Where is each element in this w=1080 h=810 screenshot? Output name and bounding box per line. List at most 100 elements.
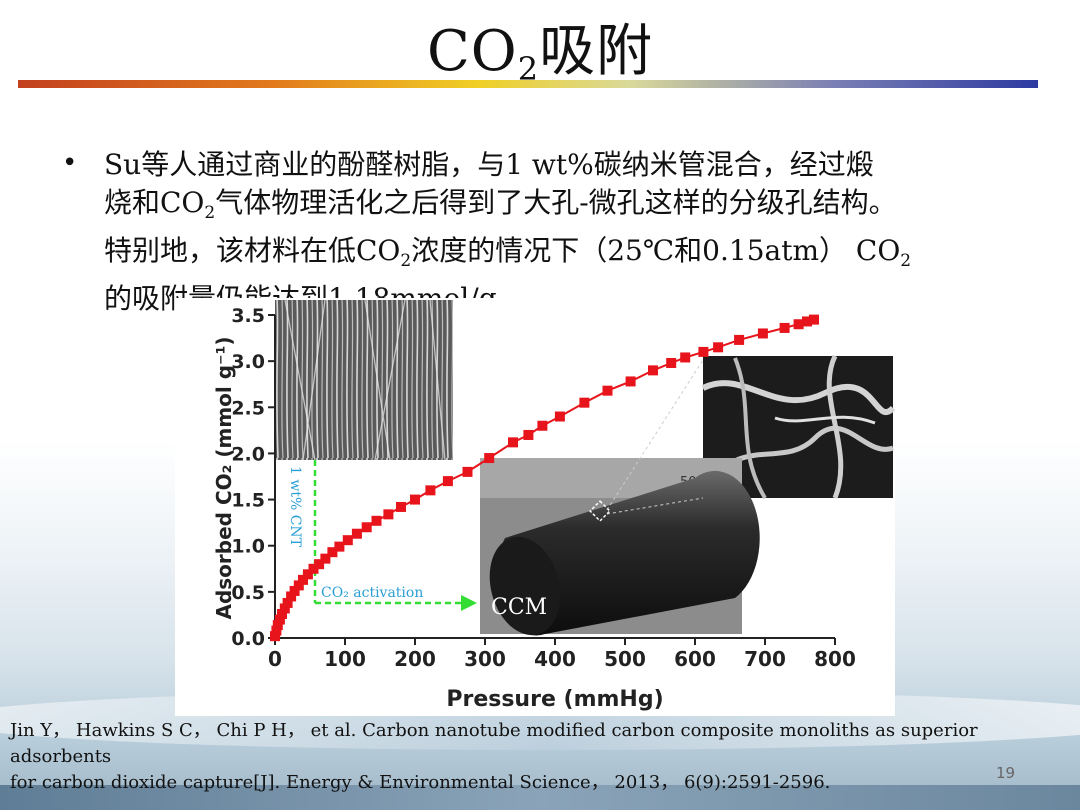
- y-tick-label: 0.0: [231, 628, 265, 650]
- process-arrows: 1 wt% CNT CO₂ activation: [287, 460, 477, 611]
- citation: Jin Y， Hawkins S C， Chi P H， et al. Carb…: [10, 718, 1070, 796]
- x-tick-label: 500: [604, 647, 646, 671]
- x-tick-label: 100: [324, 647, 366, 671]
- body-line-1: Su等人通过商业的酚醛树脂，与1 wt%碳纳米管混合，经过煅: [104, 146, 1024, 184]
- data-point: [371, 515, 382, 526]
- ccm-photo: 50 CCM: [480, 359, 760, 636]
- data-point: [334, 541, 345, 552]
- body-line-3-subscript-2: 2: [900, 251, 912, 271]
- body-line-2-part-a: 烧和CO: [104, 186, 205, 219]
- data-point: [270, 631, 280, 642]
- y-tick-label: 3.5: [231, 305, 265, 327]
- data-point: [757, 328, 768, 339]
- y-tick-label: 2.0: [231, 443, 265, 465]
- data-point: [298, 574, 308, 585]
- data-point: [271, 625, 282, 636]
- background-band: [0, 785, 1080, 810]
- data-point: [410, 494, 420, 505]
- citation-line-2: for carbon dioxide capture[J]. Energy & …: [10, 772, 831, 793]
- body-line-2: 烧和CO2气体物理活化之后得到了大孔-微孔这样的分级孔结构。: [104, 184, 1024, 232]
- data-point: [666, 357, 677, 368]
- body-line-2-part-b: 气体物理活化之后得到了大孔-微孔这样的分级孔结构。: [215, 186, 897, 219]
- cnt-sem-image: [275, 299, 453, 461]
- body-line-3: 特别地，该材料在低CO2浓度的情况下（25℃和0.15atm） CO2: [104, 232, 1024, 280]
- data-point: [308, 563, 319, 574]
- page-number: 19: [996, 764, 1016, 782]
- data-point: [277, 609, 287, 620]
- data-point: [279, 603, 290, 614]
- y-ticks: 0.0 0.5 1.0 1.5 2.0 2.5 3.0 3.5: [231, 305, 275, 650]
- data-point: [508, 437, 518, 448]
- data-points: [270, 314, 819, 642]
- data-point: [396, 501, 406, 512]
- y-tick-label: 0.5: [231, 582, 265, 604]
- data-point: [274, 614, 285, 625]
- data-point: [327, 547, 338, 558]
- adsorption-figure: 50 CCM 1 wt% CNT CO₂ activation: [175, 298, 895, 716]
- data-point: [342, 535, 353, 546]
- citation-line-1: Jin Y， Hawkins S C， Chi P H， et al. Carb…: [10, 720, 978, 767]
- y-tick-label: 2.5: [231, 397, 265, 419]
- data-point: [698, 346, 709, 357]
- x-tick-label: 0: [268, 647, 282, 671]
- bullet-icon: •: [62, 148, 78, 178]
- data-point: [537, 420, 548, 431]
- data-point: [523, 429, 534, 440]
- data-point: [793, 319, 804, 330]
- data-point: [462, 466, 473, 477]
- x-axis-label: Pressure (mmHg): [446, 687, 663, 712]
- data-point: [680, 352, 691, 363]
- x-tick-label: 400: [534, 647, 576, 671]
- data-point: [289, 585, 300, 596]
- x-tick-label: 600: [674, 647, 716, 671]
- cnt-label: 1 wt% CNT: [287, 466, 303, 548]
- body-line-3-part-b: 浓度的情况下（25℃和0.15atm） CO: [411, 234, 901, 267]
- y-tick-label: 1.0: [231, 536, 265, 558]
- data-point: [282, 597, 293, 608]
- data-point: [320, 553, 331, 564]
- body-line-3-part-a: 特别地，该材料在低CO: [104, 234, 401, 267]
- data-point: [302, 569, 313, 580]
- y-tick-label: 3.0: [231, 351, 265, 373]
- activation-label: CO₂ activation: [321, 585, 423, 601]
- bullet-text: Su等人通过商业的酚醛树脂，与1 wt%碳纳米管混合，经过煅 烧和CO2气体物理…: [104, 146, 1024, 318]
- data-point: [625, 376, 636, 387]
- data-point: [286, 591, 297, 602]
- data-point: [809, 314, 819, 325]
- title-main: CO: [426, 19, 518, 84]
- y-tick-label: 1.5: [231, 490, 265, 512]
- data-point: [602, 385, 613, 396]
- slide-title: CO2吸附: [0, 6, 1080, 88]
- data-point: [802, 316, 812, 327]
- adsorption-chart: 50 CCM 1 wt% CNT CO₂ activation: [212, 299, 895, 712]
- title-subscript: 2: [517, 50, 540, 88]
- data-point: [351, 528, 362, 539]
- x-tick-label: 800: [814, 647, 856, 671]
- x-tick-label: 300: [464, 647, 506, 671]
- data-point: [361, 522, 372, 533]
- x-tick-label: 700: [744, 647, 786, 671]
- y-axis-label: Adsorbed CO₂ (mmol g⁻¹): [212, 336, 236, 619]
- body-line-1-text: Su等人通过商业的酚醛树脂，与1 wt%碳纳米管混合，经过煅: [104, 148, 874, 181]
- data-point: [425, 485, 436, 496]
- x-ticks: 0 100 200 300 400 500 600 700 800: [268, 638, 856, 671]
- data-point: [383, 509, 394, 520]
- data-point: [314, 559, 325, 570]
- title-divider: [18, 80, 1038, 88]
- x-tick-label: 200: [394, 647, 436, 671]
- data-point: [293, 580, 304, 591]
- body-line-3-subscript: 2: [400, 251, 412, 271]
- body-line-2-subscript: 2: [204, 203, 216, 223]
- title-rest: 吸附: [539, 19, 654, 84]
- data-point: [713, 342, 724, 353]
- data-point: [779, 322, 790, 333]
- data-point: [484, 453, 495, 464]
- data-point: [554, 411, 565, 422]
- data-point: [734, 334, 745, 345]
- data-point: [442, 476, 453, 487]
- data-point: [648, 365, 658, 376]
- data-point: [272, 620, 283, 631]
- ccm-label: CCM: [491, 595, 547, 620]
- data-point: [579, 397, 590, 408]
